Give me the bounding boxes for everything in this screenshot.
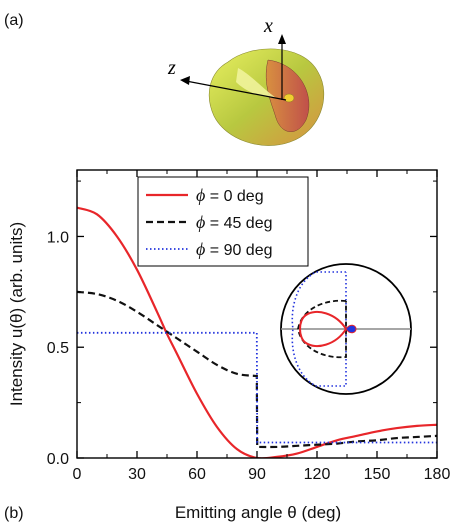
emitter-dot bbox=[283, 93, 295, 103]
polar-inset-red-curve bbox=[299, 310, 348, 348]
y-axis-title: Intensity u(θ) (arb. units) bbox=[7, 222, 26, 406]
polar-inset-small-lobe bbox=[345, 324, 357, 334]
x-tick-label: 90 bbox=[248, 466, 266, 483]
x-tick-label: 0 bbox=[73, 466, 82, 483]
x-tick-label: 30 bbox=[128, 466, 146, 483]
x-axis-title: Emitting angle θ (deg) bbox=[175, 503, 341, 522]
panel-b-label: (b) bbox=[4, 505, 24, 522]
x-tick-label: 120 bbox=[304, 466, 331, 483]
x-tick-label: 150 bbox=[364, 466, 391, 483]
legend-label-1: ϕ = 45 deg bbox=[196, 212, 273, 232]
legend: ϕ = 0 deg ϕ = 45 deg ϕ = 90 deg bbox=[137, 176, 309, 267]
legend-label-2: ϕ = 90 deg bbox=[196, 239, 273, 259]
z-axis-arrow bbox=[185, 80, 287, 101]
x-tick-label: 180 bbox=[424, 466, 451, 483]
axis-z-label: z bbox=[167, 57, 176, 79]
panel-a-label: (a) bbox=[4, 12, 24, 29]
legend-box bbox=[137, 176, 309, 267]
legend-label-0: ϕ = 0 deg bbox=[196, 185, 264, 205]
polar-inset bbox=[280, 263, 412, 395]
series-line-1 bbox=[77, 290, 437, 449]
y-tick-label: 0.5 bbox=[47, 340, 69, 357]
z-axis-arrowhead bbox=[180, 76, 190, 85]
plot-area: 0 30 60 90 120 150 180 0.0 0.5 1.0 bbox=[47, 169, 451, 483]
x-axis-arrowhead bbox=[278, 34, 286, 44]
polar-inset-black-curve bbox=[297, 299, 347, 359]
y-tick-label: 0.0 bbox=[47, 451, 69, 468]
y-tick-label: 1.0 bbox=[47, 229, 69, 246]
torus-inner-fold bbox=[236, 68, 276, 98]
radiation-pattern-3d: x z bbox=[167, 15, 325, 146]
series-line-0 bbox=[77, 206, 437, 458]
x-tick-label: 60 bbox=[188, 466, 206, 483]
axis-x-label: x bbox=[263, 15, 273, 37]
